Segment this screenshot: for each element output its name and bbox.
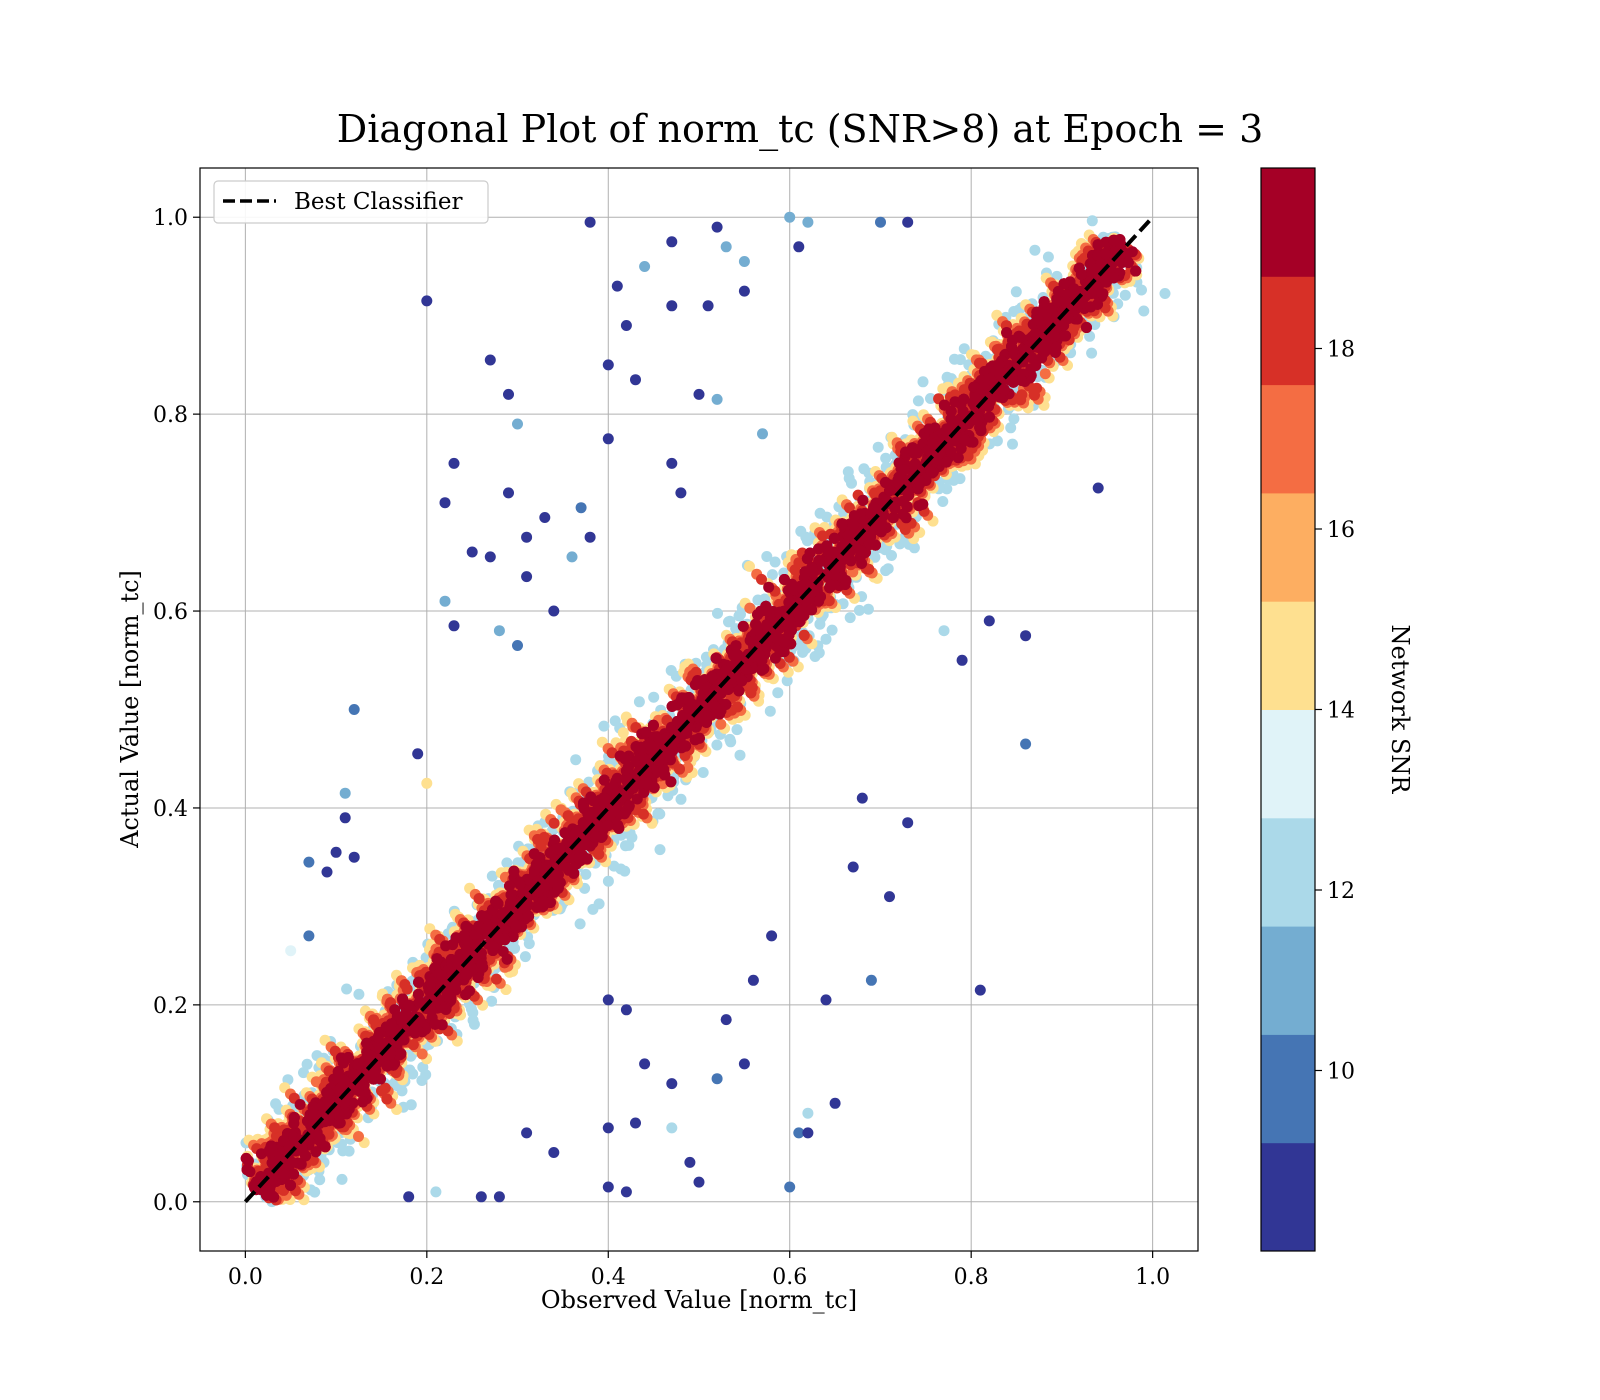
band-point xyxy=(844,612,856,624)
band-point xyxy=(1086,347,1098,359)
band-point xyxy=(310,1076,322,1088)
band-point xyxy=(341,983,353,995)
band-point xyxy=(417,1061,429,1073)
band-point xyxy=(761,551,773,562)
band-point xyxy=(617,727,629,739)
band-point xyxy=(593,898,605,910)
band-point xyxy=(1005,422,1017,434)
band-point xyxy=(793,637,805,649)
band-point xyxy=(724,615,736,627)
band-point xyxy=(735,608,746,620)
band-point xyxy=(298,1067,309,1079)
band-point xyxy=(872,441,884,453)
band-point xyxy=(880,565,892,577)
band-point xyxy=(731,724,743,736)
band-point xyxy=(343,1145,355,1157)
band-point xyxy=(602,875,614,887)
band-point xyxy=(697,767,709,778)
band-point xyxy=(633,696,645,708)
band-point xyxy=(1039,368,1051,380)
band-point xyxy=(467,1014,479,1026)
band-point xyxy=(941,483,953,495)
band-point xyxy=(744,560,755,572)
band-point xyxy=(309,1186,321,1198)
band-point xyxy=(1138,305,1150,317)
band-point xyxy=(509,942,521,954)
band-point xyxy=(724,733,736,745)
band-point xyxy=(608,860,620,872)
band-point xyxy=(826,624,838,636)
band-point xyxy=(769,556,781,568)
band-point xyxy=(801,535,813,547)
band-point xyxy=(1007,438,1018,450)
band-point xyxy=(1084,330,1096,342)
band-point xyxy=(416,1048,428,1060)
band-point xyxy=(501,857,513,869)
band-point xyxy=(853,604,865,616)
band-point xyxy=(1119,289,1131,301)
band-point xyxy=(654,844,666,856)
band-point xyxy=(858,463,870,475)
band-point xyxy=(715,718,727,730)
band-point xyxy=(652,808,664,820)
band-point xyxy=(842,466,854,478)
band-point xyxy=(1010,286,1022,298)
band-point xyxy=(416,1075,428,1086)
band-point xyxy=(675,793,687,805)
band-point xyxy=(869,551,881,563)
band-point xyxy=(862,603,874,615)
band-point xyxy=(662,790,674,802)
band-point xyxy=(465,1003,477,1015)
band-point xyxy=(1008,413,1020,425)
dense-band xyxy=(240,215,1171,1208)
band-point xyxy=(574,918,586,930)
band-point xyxy=(523,938,535,950)
band-point xyxy=(734,749,746,761)
band-point xyxy=(766,569,778,581)
band-point xyxy=(1042,251,1054,263)
band-point xyxy=(598,720,610,732)
band-point xyxy=(764,705,776,717)
band-point xyxy=(820,633,832,645)
band-point xyxy=(880,452,892,464)
band-point xyxy=(336,1173,348,1185)
band-point xyxy=(814,507,826,519)
band-point xyxy=(519,951,531,963)
band-point xyxy=(991,435,1003,447)
band-point xyxy=(570,754,582,766)
band-point xyxy=(626,831,638,843)
band-point xyxy=(648,691,660,703)
band-point xyxy=(795,525,807,537)
band-point xyxy=(353,988,365,1000)
chart-title: Diagonal Plot of norm_tc (SNR>8) at Epoc… xyxy=(337,107,1264,152)
band-point xyxy=(711,739,723,751)
band-point xyxy=(665,665,677,676)
band-point xyxy=(486,995,498,1007)
band-point xyxy=(925,393,936,404)
band-point xyxy=(301,1058,313,1070)
band-point xyxy=(712,607,723,619)
band-point xyxy=(954,354,966,366)
band-point xyxy=(781,675,793,687)
band-point xyxy=(1159,288,1171,299)
band-point xyxy=(912,395,924,407)
band-point xyxy=(879,544,891,556)
band-point xyxy=(772,687,784,699)
band-point xyxy=(1086,215,1098,227)
band-point xyxy=(555,804,567,816)
band-point xyxy=(937,496,949,507)
band-point xyxy=(1029,244,1041,256)
band-point xyxy=(682,762,694,774)
band-point xyxy=(580,868,592,880)
band-point xyxy=(619,865,631,877)
band-point xyxy=(353,1131,364,1142)
band-point xyxy=(486,870,498,882)
band-point xyxy=(744,602,756,614)
band-point xyxy=(917,376,929,388)
band-point xyxy=(797,646,809,658)
band-point xyxy=(314,1174,326,1186)
